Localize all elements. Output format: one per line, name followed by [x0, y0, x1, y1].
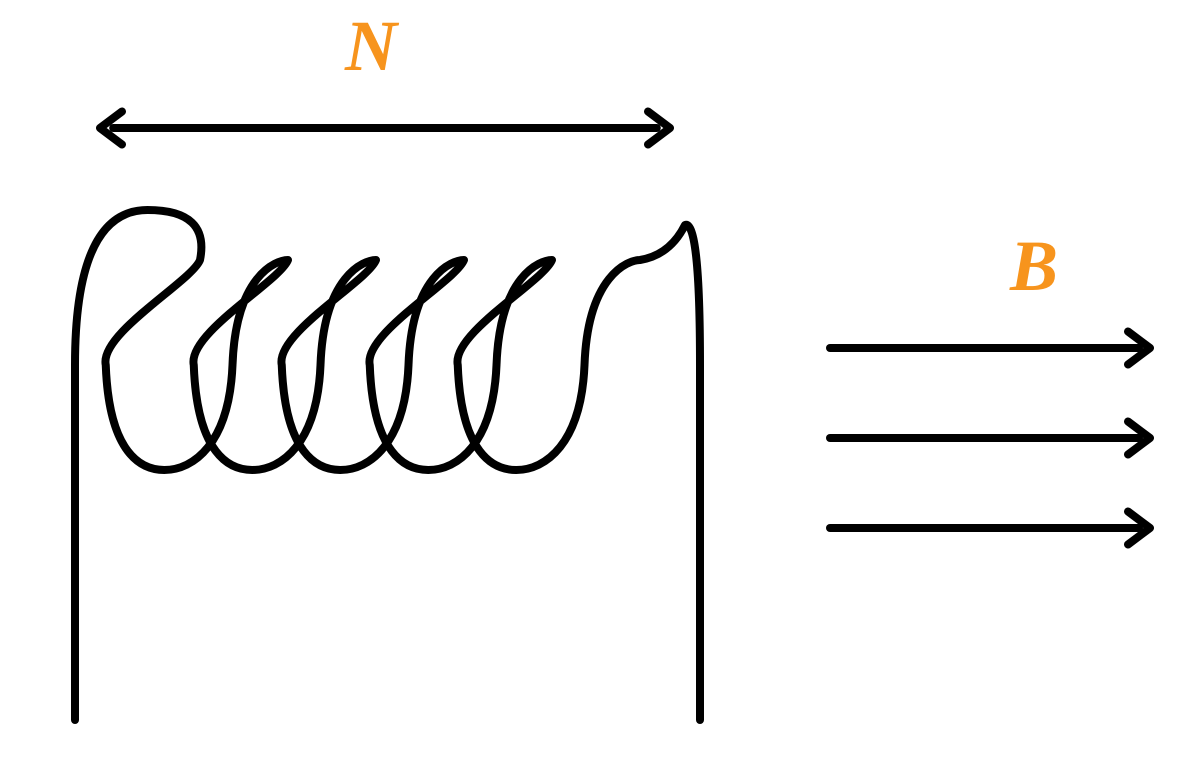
label-n-turns: N: [345, 5, 397, 88]
solenoid-coil: [75, 210, 700, 720]
label-b-field: B: [1010, 225, 1058, 308]
magnetic-field-arrows: [830, 332, 1150, 545]
solenoid-diagram: [0, 0, 1189, 762]
dimension-arrow-n: [100, 112, 670, 145]
